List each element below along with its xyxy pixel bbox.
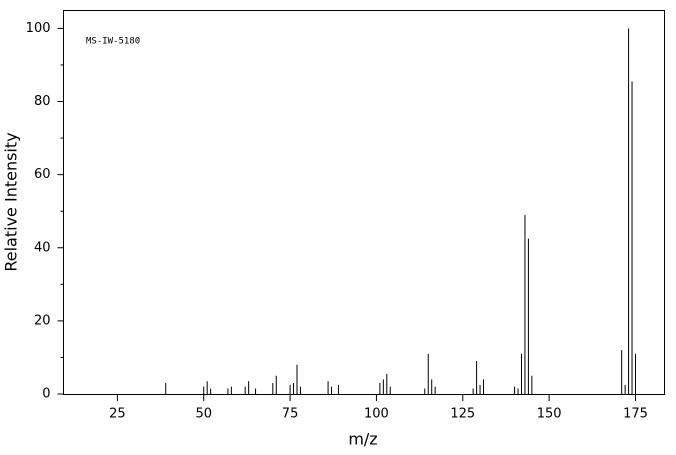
y-tick-label: 20 xyxy=(34,313,51,328)
x-tick-label: 75 xyxy=(282,407,299,422)
x-tick-label: 125 xyxy=(450,407,475,422)
y-tick-label: 40 xyxy=(34,240,51,255)
y-tick-label: 60 xyxy=(34,167,51,182)
annotation: MS-IW-5180 xyxy=(86,37,140,47)
x-tick-label: 100 xyxy=(364,407,389,422)
x-axis-label: m/z xyxy=(348,430,377,449)
x-tick-label: 50 xyxy=(195,407,212,422)
y-tick-label: 80 xyxy=(34,94,51,109)
x-tick-label: 175 xyxy=(623,407,648,422)
y-tick-label: 0 xyxy=(42,387,50,402)
y-axis-label: Relative Intensity xyxy=(2,132,21,271)
plot-frame xyxy=(63,10,665,395)
x-tick-label: 25 xyxy=(109,407,126,422)
y-tick-label: 100 xyxy=(26,21,51,36)
x-tick-label: 150 xyxy=(537,407,562,422)
